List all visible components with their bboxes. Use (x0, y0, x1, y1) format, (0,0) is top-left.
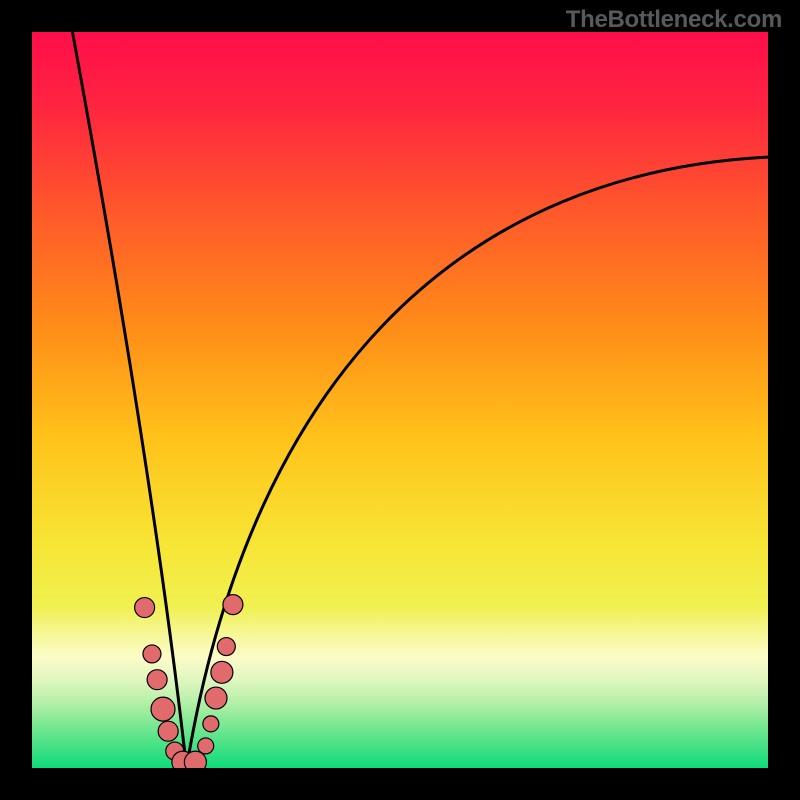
data-marker (198, 738, 214, 754)
data-marker (211, 661, 233, 683)
data-marker (223, 595, 243, 615)
data-marker (147, 670, 167, 690)
data-marker (143, 645, 161, 663)
data-marker (135, 598, 155, 618)
data-marker (205, 687, 227, 709)
plot-area (32, 32, 768, 768)
data-marker (203, 716, 219, 732)
chart-svg (32, 32, 768, 768)
chart-container: TheBottleneck.com (0, 0, 800, 800)
data-marker (217, 638, 235, 656)
gradient-background (32, 32, 768, 768)
data-marker (151, 697, 175, 721)
data-marker (158, 721, 178, 741)
watermark-text: TheBottleneck.com (566, 6, 782, 34)
